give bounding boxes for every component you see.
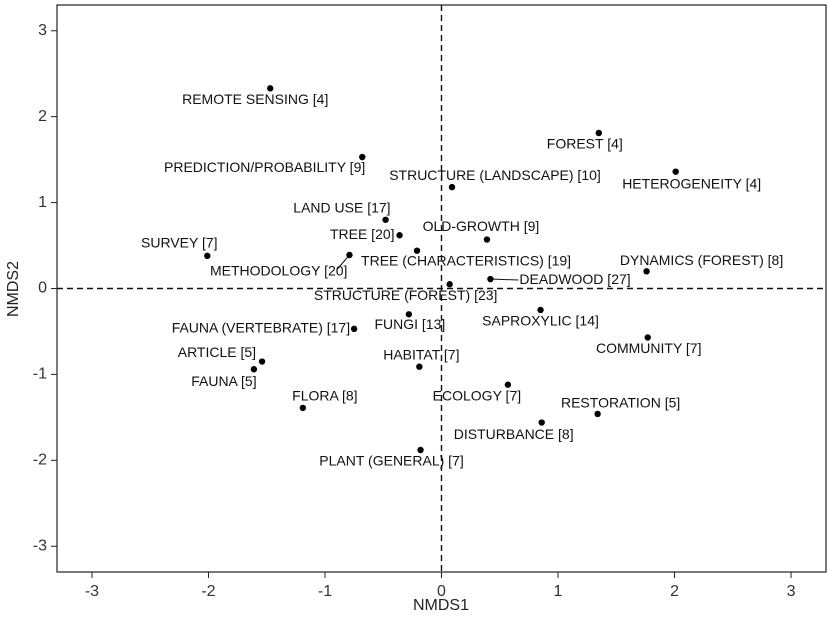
point bbox=[643, 268, 650, 275]
point-label: HETEROGENEITY [4] bbox=[622, 175, 761, 191]
point-label: HABITAT [7] bbox=[383, 346, 459, 362]
leader-line bbox=[490, 278, 519, 281]
y-tick-label: 2 bbox=[38, 108, 47, 125]
point bbox=[250, 366, 258, 373]
point-label: PREDICTION/PROBABILITY [9] bbox=[164, 159, 365, 175]
y-axis-label: NMDS2 bbox=[5, 261, 22, 317]
x-tick-label: -3 bbox=[85, 583, 99, 600]
point-label: ARTICLE [5] bbox=[178, 344, 256, 360]
point bbox=[413, 247, 421, 254]
point bbox=[537, 306, 544, 314]
point bbox=[595, 129, 602, 137]
point-label: REMOTE SENSING [4] bbox=[182, 91, 328, 107]
point bbox=[644, 334, 651, 341]
y-tick-label: -2 bbox=[33, 452, 47, 469]
point bbox=[448, 183, 456, 191]
x-tick-label: -1 bbox=[318, 583, 332, 600]
point bbox=[299, 404, 307, 412]
point bbox=[504, 381, 512, 388]
point-label: DYNAMICS (FOREST) [8] bbox=[620, 252, 783, 268]
point bbox=[346, 251, 353, 259]
point bbox=[267, 85, 274, 92]
y-tick-label: 3 bbox=[38, 22, 47, 39]
x-tick-label: 0 bbox=[437, 583, 446, 600]
point-label: FOREST [4] bbox=[547, 136, 623, 152]
y-tick-label: -3 bbox=[33, 537, 47, 554]
y-tick-label: 0 bbox=[38, 280, 47, 297]
point bbox=[396, 232, 403, 239]
point-label: ECOLOGY [7] bbox=[433, 387, 521, 403]
point bbox=[417, 446, 424, 454]
point bbox=[382, 216, 389, 223]
point-label: PLANT (GENERAL) [7] bbox=[319, 453, 463, 469]
x-axis-label: NMDS1 bbox=[413, 597, 469, 614]
point-label: SURVEY [7] bbox=[141, 235, 218, 251]
point-label: SAPROXYLIC [14] bbox=[482, 313, 599, 329]
point bbox=[594, 410, 601, 418]
point-label: OLD-GROWTH [9] bbox=[423, 218, 540, 234]
point bbox=[672, 168, 679, 175]
point-label: DEADWOOD [27] bbox=[519, 271, 630, 287]
y-tick-label: 1 bbox=[38, 194, 47, 211]
point bbox=[416, 363, 423, 370]
point bbox=[538, 419, 545, 426]
point-label: FAUNA (VERTEBRATE) [17] bbox=[172, 320, 350, 336]
point-label: FLORA [8] bbox=[292, 388, 357, 404]
point-label: STRUCTURE (FOREST) [23] bbox=[314, 287, 498, 303]
point bbox=[487, 275, 494, 283]
point bbox=[350, 325, 358, 333]
y-tick-label: -1 bbox=[33, 366, 47, 383]
point-label: DISTURBANCE [8] bbox=[454, 426, 574, 442]
point-label: STRUCTURE (LANDSCAPE) [10] bbox=[389, 167, 601, 183]
x-tick-label: 1 bbox=[554, 583, 563, 600]
point-label: TREE (CHARACTERISTICS) [19] bbox=[361, 252, 571, 268]
point bbox=[405, 311, 413, 318]
point-label: RESTORATION [5] bbox=[561, 395, 680, 411]
x-tick-label: -2 bbox=[201, 583, 215, 600]
point bbox=[359, 153, 366, 161]
point-label: FUNGI [13] bbox=[374, 316, 445, 332]
point bbox=[446, 281, 453, 288]
point bbox=[483, 236, 491, 243]
point-label: COMMUNITY [7] bbox=[596, 340, 702, 356]
x-tick-label: 2 bbox=[670, 583, 679, 600]
point-label: METHODOLOGY [20] bbox=[210, 263, 347, 279]
point bbox=[204, 252, 211, 260]
point-label: FAUNA [5] bbox=[191, 373, 256, 389]
point bbox=[258, 358, 266, 365]
x-tick-label: 3 bbox=[787, 583, 796, 600]
point-label: TREE [20] bbox=[330, 226, 395, 242]
point-label: LAND USE [17] bbox=[293, 199, 390, 215]
